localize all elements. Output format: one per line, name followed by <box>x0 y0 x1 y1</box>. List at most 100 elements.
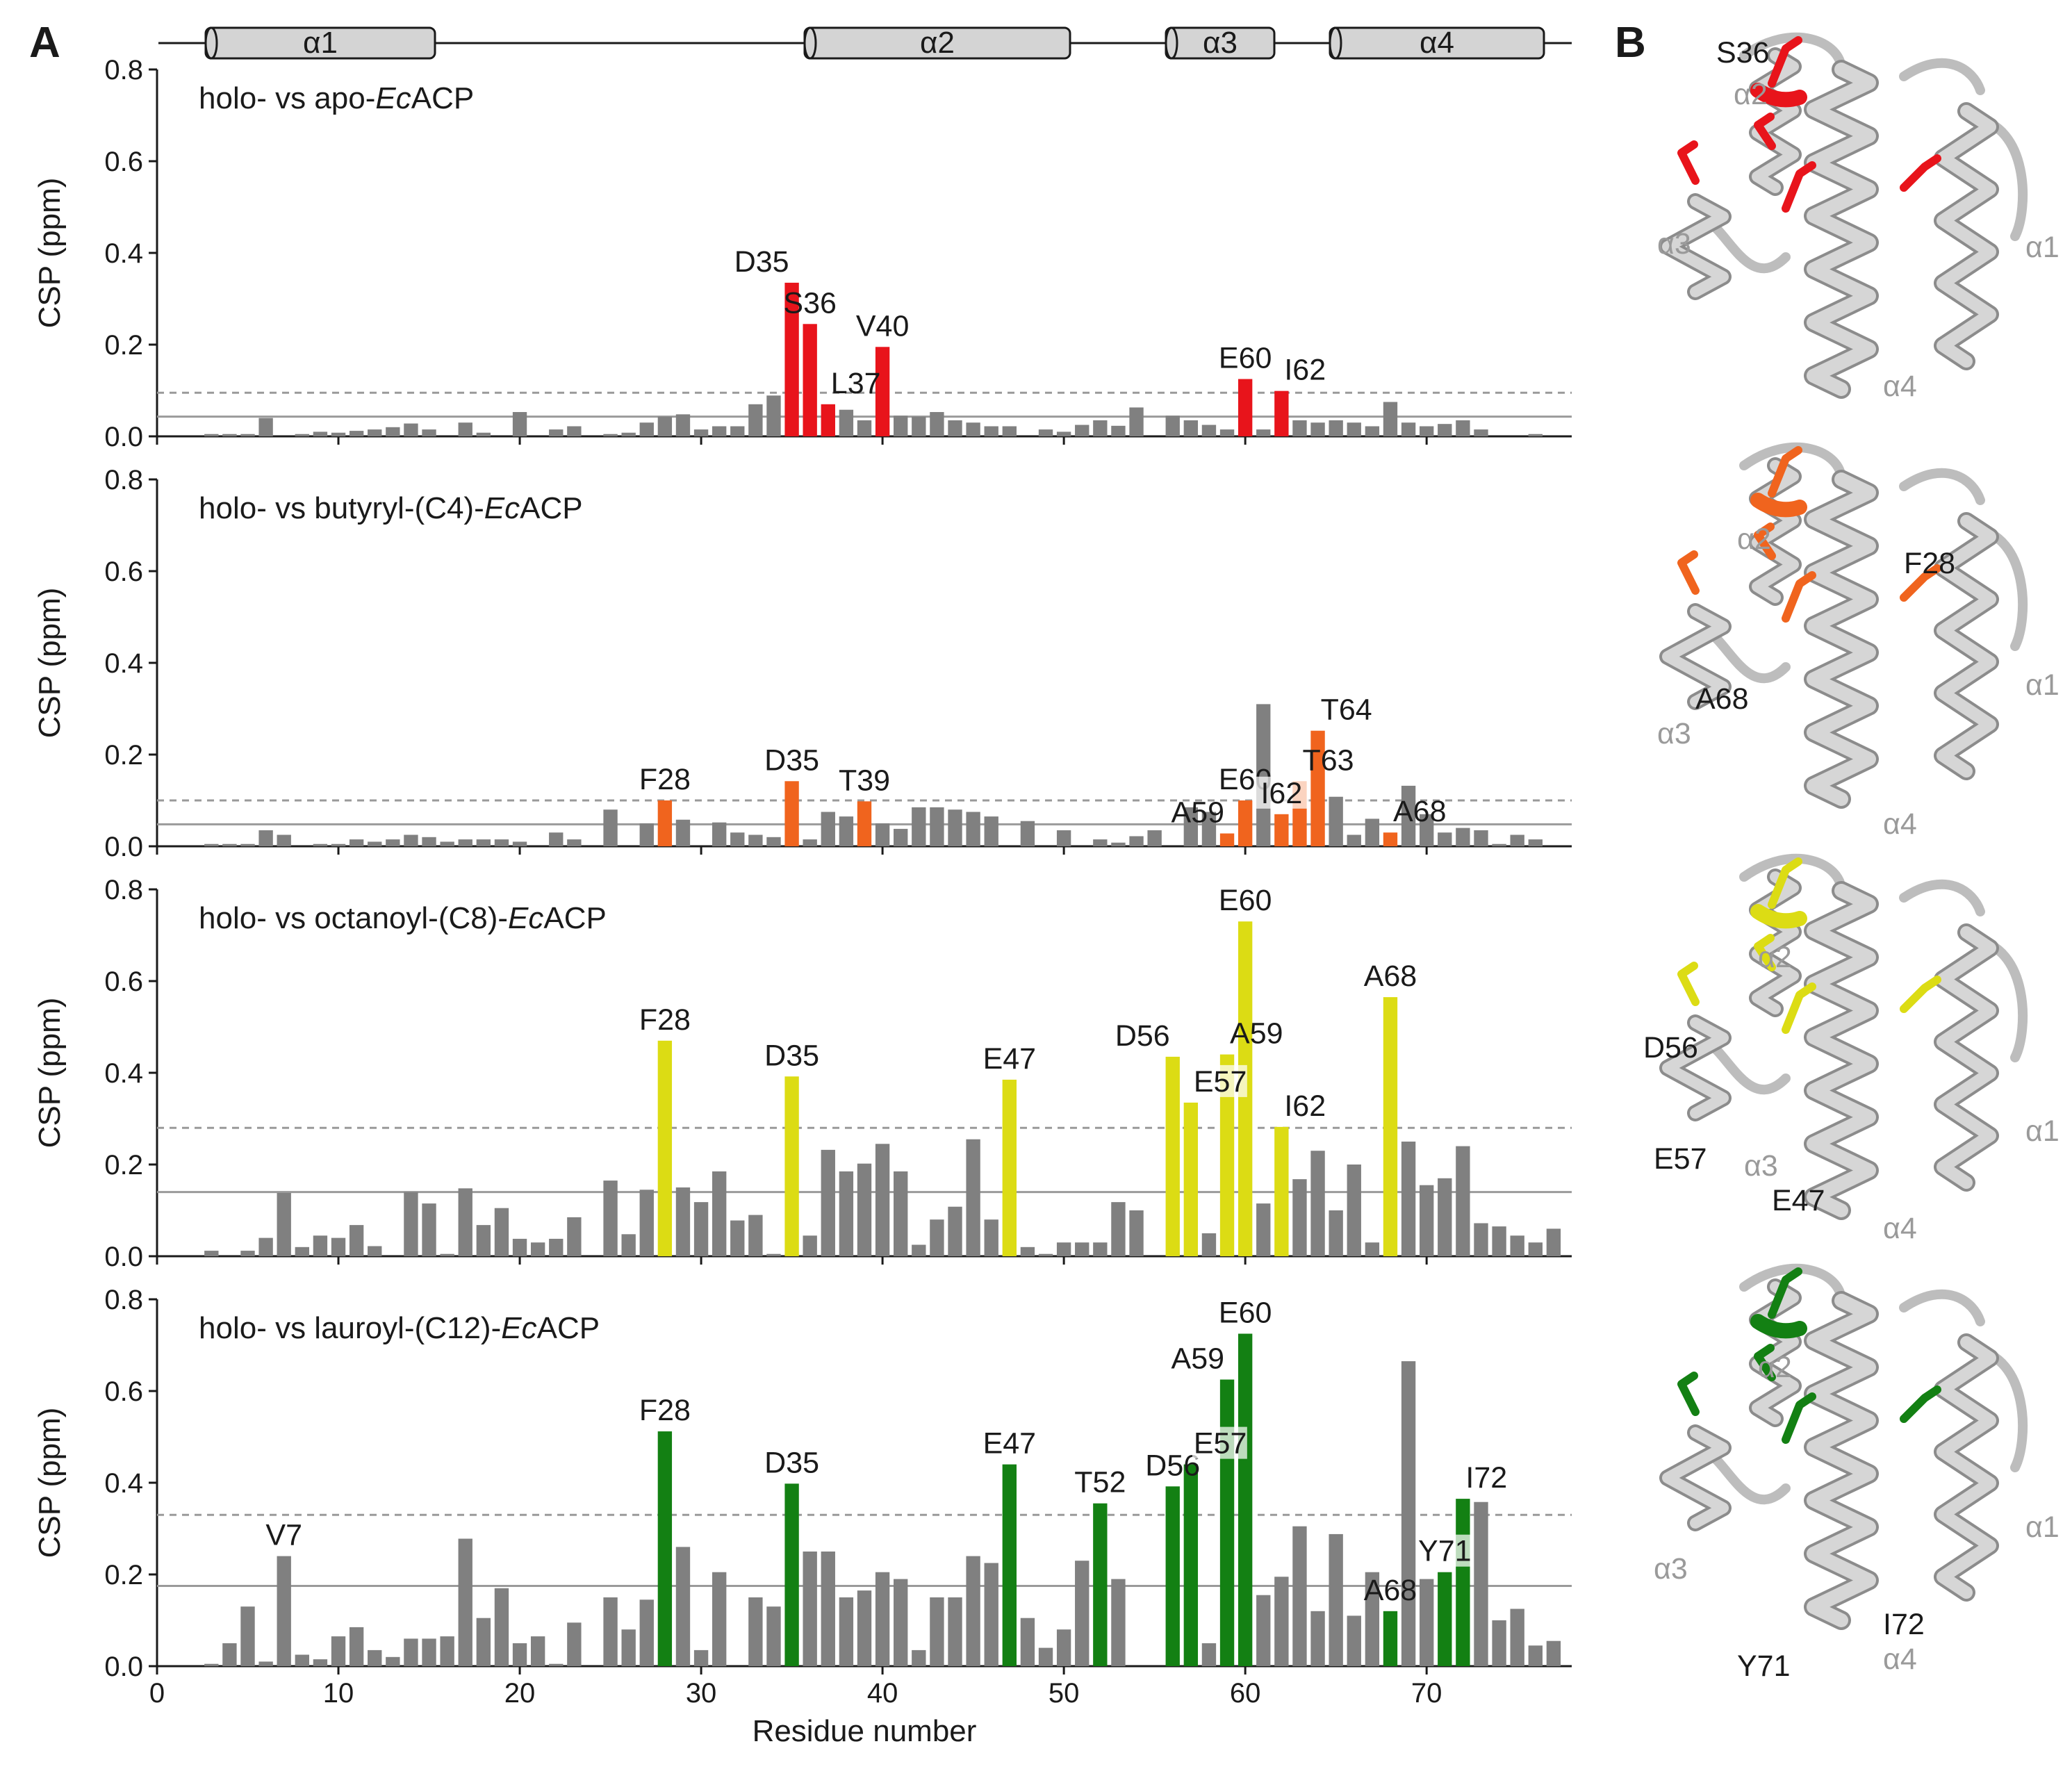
label-backdrop <box>1253 776 1309 809</box>
structure-label: α3 <box>1657 227 1691 261</box>
bar-res-9 <box>313 431 328 436</box>
bar-res-10 <box>331 1237 346 1256</box>
helix-alpha1 <box>1937 926 1996 1189</box>
bar-res-41 <box>894 828 908 846</box>
bar-res-20 <box>512 841 527 846</box>
bar-res-66 <box>1347 834 1361 846</box>
bar-res-39 <box>857 420 872 436</box>
bar-res-14 <box>404 1638 418 1666</box>
bar-res-21 <box>530 1636 545 1666</box>
helix-alpha3 <box>1662 196 1729 297</box>
bar-res-7 <box>277 1192 291 1256</box>
bar-res-31 <box>712 1572 727 1666</box>
bar-res-54 <box>1129 407 1144 436</box>
structure-label: α3 <box>1654 1552 1688 1586</box>
helix-alpha4 <box>1807 63 1876 396</box>
csp-panel-octanoyl: 0.0 0.2 0.4 0.6 0.8 CSP (ppm) holo- vs octanoy… <box>33 875 1572 1272</box>
bar-res-41 <box>894 415 908 436</box>
bar-highlighted-res-60 <box>1238 1333 1253 1666</box>
y-tick-label: 0.0 <box>104 422 143 452</box>
bar-res-53 <box>1111 1202 1126 1256</box>
bar-res-46 <box>984 816 998 846</box>
bar-res-34 <box>766 1606 781 1666</box>
y-axis-label: CSP (ppm) <box>33 178 67 329</box>
bar-res-8 <box>295 1654 310 1666</box>
label-backdrop <box>1192 1426 1247 1459</box>
x-tick-label: 50 <box>1049 1678 1080 1709</box>
bar-res-7 <box>277 1556 291 1666</box>
residue-label-I62: I62 <box>1284 1089 1326 1123</box>
bar-res-5 <box>240 1606 255 1666</box>
bar-res-22 <box>549 1238 564 1256</box>
bar-res-69 <box>1401 785 1416 846</box>
helix-alpha4 <box>1807 884 1876 1217</box>
bar-res-11 <box>349 1627 364 1666</box>
bar-res-52 <box>1093 420 1108 436</box>
helix-label: α3 <box>1203 26 1238 60</box>
bar-res-53 <box>1111 1579 1126 1666</box>
bar-res-31 <box>712 822 727 846</box>
structure-apo: S36 α2 α3 α1 α4 <box>1657 32 2059 403</box>
bar-res-44 <box>948 420 962 436</box>
bar-highlighted-res-56 <box>1165 1056 1180 1256</box>
x-tick-label: 30 <box>686 1678 717 1709</box>
bar-res-47 <box>1002 426 1017 436</box>
helix-alpha1 <box>1937 515 1996 777</box>
bar-res-15 <box>422 1203 436 1256</box>
bar-res-44 <box>948 1206 962 1256</box>
bar-res-6 <box>258 1237 273 1256</box>
bar-res-76 <box>1528 1645 1543 1666</box>
bar-res-42 <box>912 416 926 436</box>
bar-res-10 <box>331 432 346 436</box>
bar-res-57 <box>1183 807 1199 846</box>
bar-res-49 <box>1038 1647 1053 1666</box>
bar-res-6 <box>258 1661 273 1666</box>
bar-res-37 <box>821 1149 835 1256</box>
residue-label-F28: F28 <box>639 1394 691 1427</box>
bar-res-59 <box>1219 429 1235 436</box>
bar-res-41 <box>894 1171 908 1256</box>
side-chain <box>1900 154 1941 192</box>
bar-res-65 <box>1329 796 1343 846</box>
structure-label: E57 <box>1654 1142 1707 1176</box>
title-prefix: holo- vs apo- <box>199 81 375 115</box>
bar-res-41 <box>894 1579 908 1666</box>
structure-label: α4 <box>1883 1643 1917 1676</box>
y-tick-label: 0.6 <box>104 147 143 177</box>
bar-highlighted-res-47 <box>1002 1079 1017 1256</box>
bar-res-40 <box>875 1144 890 1256</box>
bar-highlighted-res-37 <box>821 404 835 436</box>
bar-highlighted-res-68 <box>1383 997 1398 1256</box>
bar-res-12 <box>368 1649 382 1666</box>
bar-res-5 <box>240 1251 255 1256</box>
bar-highlighted-res-72 <box>1456 1499 1470 1666</box>
bar-res-16 <box>440 841 454 846</box>
bar-res-13 <box>386 1656 400 1666</box>
bar-highlighted-res-35 <box>784 1076 799 1256</box>
bar-res-14 <box>404 1192 418 1256</box>
structure-label: Y71 <box>1737 1649 1791 1683</box>
bar-highlighted-res-60 <box>1238 379 1253 436</box>
bar-highlighted-res-28 <box>657 1040 673 1256</box>
bar-res-69 <box>1401 422 1416 436</box>
bar-res-9 <box>313 1235 328 1256</box>
bar-res-15 <box>422 429 436 436</box>
bar-res-46 <box>984 1219 998 1256</box>
bar-res-23 <box>567 1622 582 1666</box>
bar-highlighted-res-59 <box>1219 1379 1235 1666</box>
title-suffix: ACP <box>543 901 606 935</box>
bar-res-45 <box>966 1139 980 1256</box>
bar-res-43 <box>930 1597 944 1666</box>
side-chain <box>1754 113 1776 150</box>
bar-highlighted-res-71 <box>1438 1572 1452 1666</box>
bar-res-67 <box>1365 1242 1380 1256</box>
helix-label: α1 <box>303 26 338 60</box>
bar-res-76 <box>1528 1242 1543 1256</box>
bar-res-33 <box>748 1215 763 1256</box>
bar-res-23 <box>567 1217 582 1256</box>
bar-res-18 <box>476 1618 491 1666</box>
bar-res-30 <box>693 1202 709 1256</box>
bar-res-20 <box>512 1238 527 1256</box>
bar-res-77 <box>1546 1228 1561 1256</box>
